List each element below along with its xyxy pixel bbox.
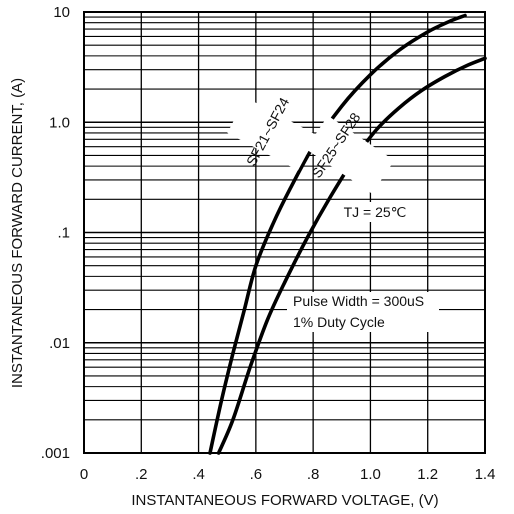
x-tick-label: .2 xyxy=(135,466,148,483)
x-axis-title: INSTANTANEOUS FORWARD VOLTAGE, (V) xyxy=(131,492,438,509)
tj-annotation-bg xyxy=(335,202,415,222)
y-tick-label: 10 xyxy=(53,4,70,21)
pulse-width-annotation: Pulse Width = 300uS xyxy=(293,293,424,309)
duty-cycle-annotation: 1% Duty Cycle xyxy=(293,314,385,330)
y-tick-label: .001 xyxy=(41,445,70,462)
tj-annotation: TJ = 25℃ xyxy=(344,204,407,220)
x-tick-labels: 0 .2 .4 .6 .8 1.0 1.2 1.4 xyxy=(80,466,496,483)
x-tick-label: .4 xyxy=(192,466,205,483)
x-tick-label: 1.4 xyxy=(475,466,496,483)
series-label-bg-2 xyxy=(305,115,395,194)
x-tick-label: .6 xyxy=(250,466,263,483)
series-line-2 xyxy=(216,56,487,455)
y-tick-label: 1.0 xyxy=(49,114,70,131)
y-axis-title: INSTANTANEOUS FORWARD CURRENT, (A) xyxy=(9,78,26,388)
pulse-annotation-bg xyxy=(287,292,439,332)
y-tick-label: .01 xyxy=(49,335,70,352)
plot-frame xyxy=(83,11,486,454)
y-tick-labels: .001 .01 .1 1.0 10 xyxy=(41,4,70,462)
series-layer xyxy=(208,13,487,455)
x-tick-label: 1.0 xyxy=(360,466,381,483)
x-tick-label: 1.2 xyxy=(417,466,438,483)
series-label-bg-1 xyxy=(227,97,317,171)
series-line-1 xyxy=(208,13,467,455)
y-tick-label: .1 xyxy=(57,225,70,242)
x-tick-label: 0 xyxy=(80,466,88,483)
grid-layer xyxy=(84,12,485,453)
x-tick-label: .8 xyxy=(307,466,320,483)
